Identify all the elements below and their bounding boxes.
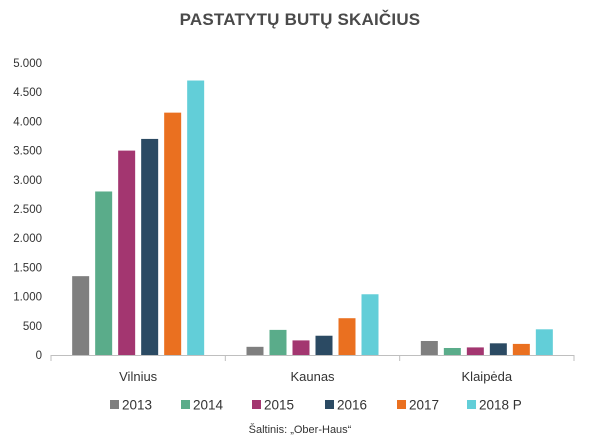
y-tick-label: 1.500	[13, 262, 42, 274]
bar-2014-klaipėda	[443, 347, 461, 355]
bar-2018-p-vilnius	[187, 80, 205, 356]
bar-2016-kaunas	[315, 335, 333, 355]
category-dividers	[50, 355, 575, 361]
legend-label: 2014	[193, 398, 224, 413]
y-tick-label: 4.500	[13, 87, 42, 99]
legend-swatch	[181, 400, 190, 409]
bar-2015-klaipėda	[466, 347, 484, 355]
y-tick-label: 5.000	[13, 58, 42, 70]
bar-2015-kaunas	[292, 340, 310, 355]
category-label: Kaunas	[290, 369, 335, 384]
bar-2013-klaipėda	[420, 340, 438, 355]
bar-2017-kaunas	[338, 318, 356, 355]
bar-2015-vilnius	[118, 150, 136, 355]
bar-2018-p-klaipėda	[535, 329, 553, 355]
y-tick-label: 2.000	[13, 233, 42, 245]
legend-label: 2016	[337, 398, 367, 413]
bar-2018-p-kaunas	[361, 294, 379, 355]
category-label: Vilnius	[119, 369, 158, 384]
source-note: Šaltinis: „Ober-Haus“	[248, 424, 352, 436]
category-label: Klaipėda	[462, 369, 513, 384]
x-axis-category-labels: Vilnius Kaunas Klaipėda	[119, 369, 513, 384]
y-tick-label: 0	[36, 350, 42, 362]
chart-title: PASTATYTŲ BUTŲ SKAIČIUS	[179, 10, 421, 29]
bar-2013-vilnius	[72, 276, 90, 355]
bar-2016-klaipėda	[489, 343, 507, 355]
bar-2017-klaipėda	[512, 343, 530, 355]
legend-label: 2013	[122, 398, 152, 413]
y-tick-label: 4.000	[13, 116, 42, 128]
legend-label: 2017	[409, 398, 439, 413]
bar-2014-vilnius	[95, 191, 113, 355]
legend-swatch	[252, 400, 261, 409]
legend-swatch	[467, 400, 476, 409]
bar-2013-kaunas	[246, 346, 264, 355]
y-tick-label: 2.500	[13, 204, 42, 216]
legend-swatch	[325, 400, 334, 409]
legend-label: 2018 P	[479, 398, 522, 413]
y-tick-label: 1.000	[13, 292, 42, 304]
legend: 2013 2014 2015 2016 2017 2018 P	[110, 398, 522, 413]
bar-2017-vilnius	[164, 112, 182, 355]
y-axis-tick-labels: 0 500 1.000 1.500 2.000 2.500 3.000 3.500 4.000 4…	[13, 58, 42, 362]
bar-2014-kaunas	[269, 329, 287, 355]
legend-swatch	[397, 400, 406, 409]
legend-label: 2015	[264, 398, 294, 413]
bars-group	[72, 80, 553, 356]
y-tick-label: 3.000	[13, 175, 42, 187]
y-tick-label: 3.500	[13, 146, 42, 158]
y-tick-label: 500	[23, 321, 42, 333]
legend-swatch	[110, 400, 119, 409]
bar-2016-vilnius	[141, 138, 159, 355]
